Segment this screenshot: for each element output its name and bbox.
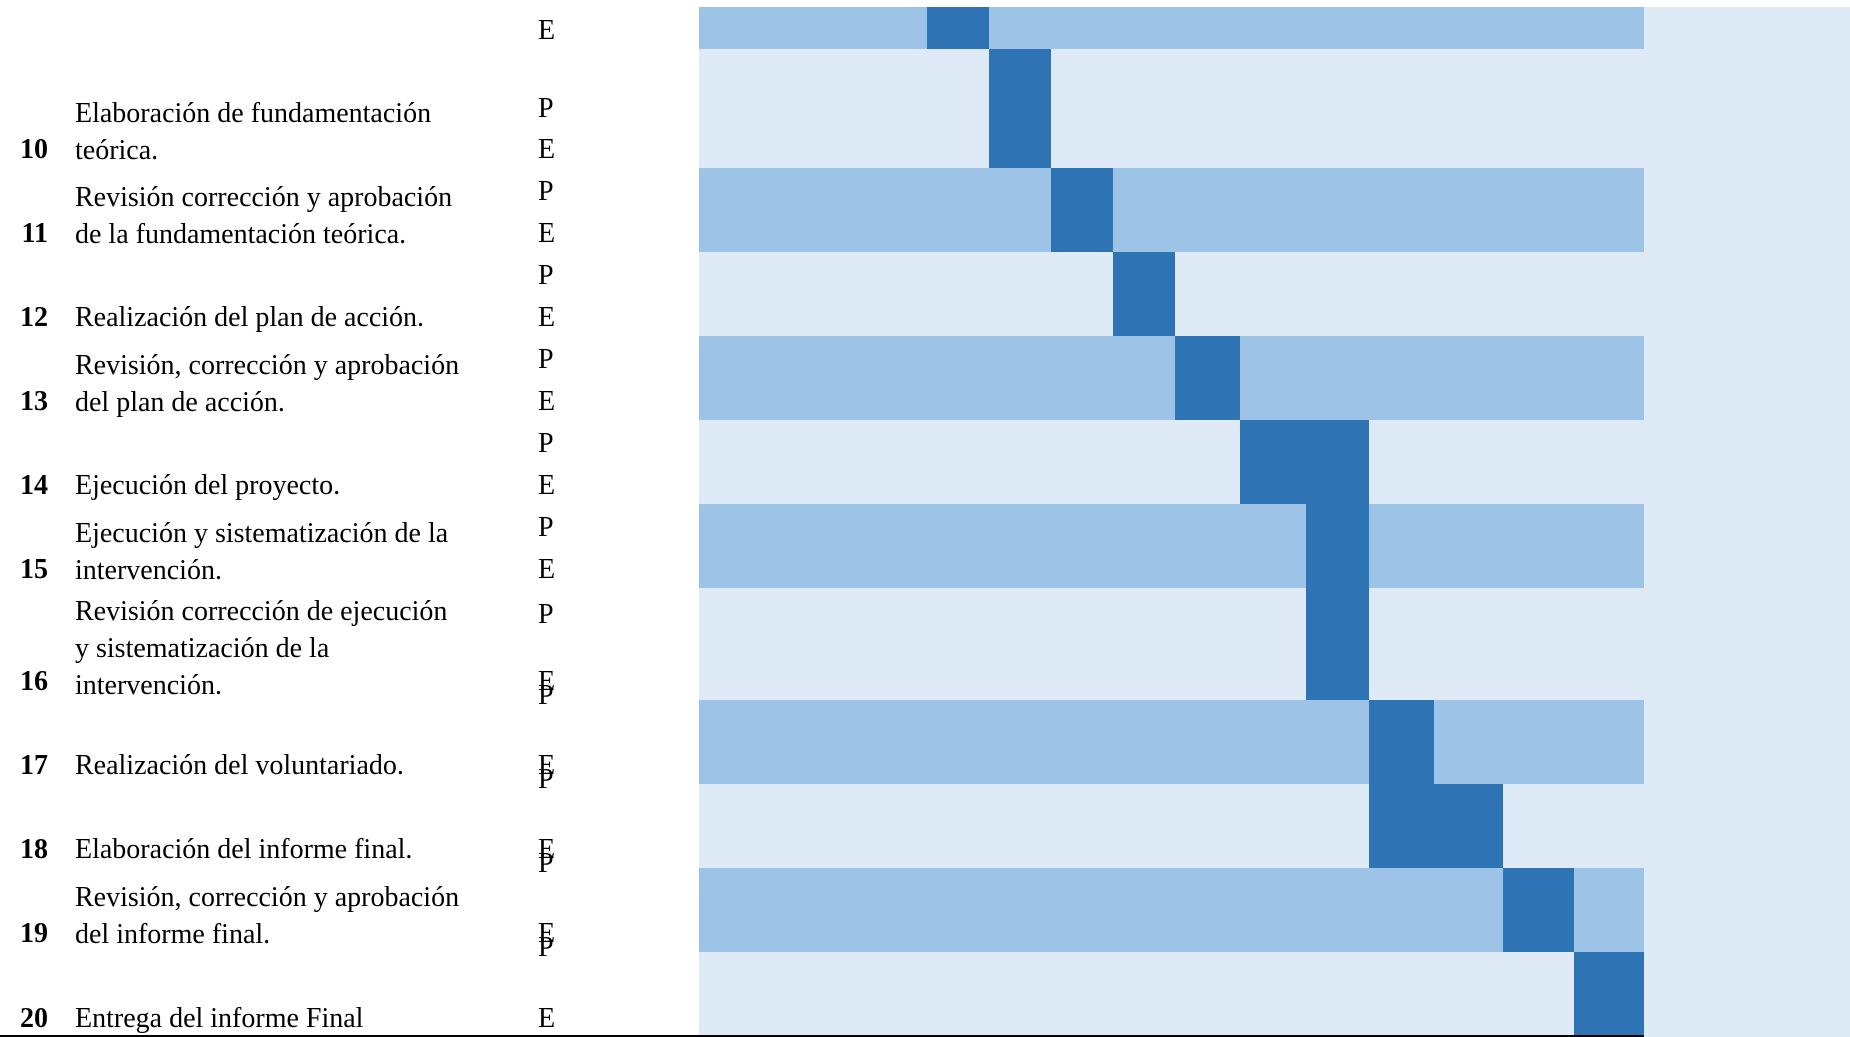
row-stripe <box>699 588 1644 700</box>
task-number: 15 <box>20 554 48 585</box>
row-stripe <box>699 952 1644 1037</box>
plan-marker: P <box>538 93 554 124</box>
task-description: Revisión corrección de ejecución y siste… <box>75 596 448 701</box>
task-description: Realización del plan de acción. <box>75 302 425 333</box>
row-stripe <box>699 700 1644 784</box>
task-description: Revisión corrección y aprobación de la f… <box>75 182 453 250</box>
plan-marker: P <box>538 428 554 459</box>
exec-marker: E <box>538 750 556 781</box>
row-stripe <box>699 7 1644 49</box>
exec-marker: E <box>538 134 556 165</box>
scheduled-period-cell <box>989 49 1051 168</box>
task-number: 18 <box>20 834 48 865</box>
plan-marker: P <box>538 599 554 630</box>
row-stripe <box>699 504 1644 588</box>
plan-marker: P <box>538 344 554 375</box>
exec-marker: E <box>538 554 556 585</box>
scheduled-period-cell <box>1240 420 1369 504</box>
table-bottom-rule <box>0 1035 1644 1037</box>
task-number: 16 <box>20 666 48 697</box>
exec-marker: E <box>538 15 556 46</box>
plan-marker: P <box>538 848 554 879</box>
scheduled-period-cell <box>1503 868 1574 952</box>
plan-marker: P <box>538 176 554 207</box>
exec-marker: E <box>538 918 556 949</box>
scheduled-period-cell <box>1306 588 1369 700</box>
scheduled-period-cell <box>1369 700 1434 784</box>
task-description: Revisión, corrección y aprobación del in… <box>75 882 460 950</box>
task-description: Elaboración del informe final. <box>75 834 413 865</box>
scheduled-period-cell <box>1051 168 1113 252</box>
task-number: 11 <box>21 218 48 249</box>
task-description: Ejecución del proyecto. <box>75 470 341 501</box>
row-stripe <box>699 420 1644 504</box>
exec-marker: E <box>538 302 556 333</box>
task-number: 12 <box>20 302 48 333</box>
task-number: 10 <box>20 134 48 165</box>
plan-marker: P <box>538 260 554 291</box>
exec-marker: E <box>538 386 556 417</box>
task-number: 17 <box>20 750 48 781</box>
task-description: Realización del voluntariado. <box>75 750 404 781</box>
row-stripe <box>699 868 1644 952</box>
task-description: Elaboración de fundamentación teórica. <box>75 98 432 166</box>
scheduled-period-cell <box>1574 952 1644 1037</box>
exec-marker: E <box>538 834 556 865</box>
scheduled-period-cell <box>1306 504 1369 588</box>
exec-marker: E <box>538 470 556 501</box>
task-description: Entrega del informe Final <box>75 1003 364 1034</box>
row-stripe <box>699 49 1644 168</box>
exec-marker: E <box>538 218 556 249</box>
scheduled-period-cell <box>1113 252 1175 336</box>
exec-marker: E <box>538 666 556 697</box>
row-stripe <box>699 168 1644 252</box>
scheduled-period-cell <box>927 7 989 49</box>
plan-marker: P <box>538 764 554 795</box>
task-description: Ejecución y sistematización de la interv… <box>75 518 449 586</box>
scheduled-period-cell <box>1369 784 1503 868</box>
scheduled-period-cell <box>1175 336 1240 420</box>
exec-marker: E <box>538 1003 556 1034</box>
plan-marker: P <box>538 680 554 711</box>
plan-marker: P <box>538 512 554 543</box>
right-column-panel <box>1644 7 1850 1037</box>
task-description: Revisión, corrección y aprobación del pl… <box>75 350 460 418</box>
task-number: 14 <box>20 470 48 501</box>
plan-marker: P <box>538 932 554 963</box>
task-number: 13 <box>20 386 48 417</box>
row-stripe <box>699 336 1644 420</box>
task-number: 19 <box>20 918 48 949</box>
task-number: 20 <box>20 1003 48 1034</box>
